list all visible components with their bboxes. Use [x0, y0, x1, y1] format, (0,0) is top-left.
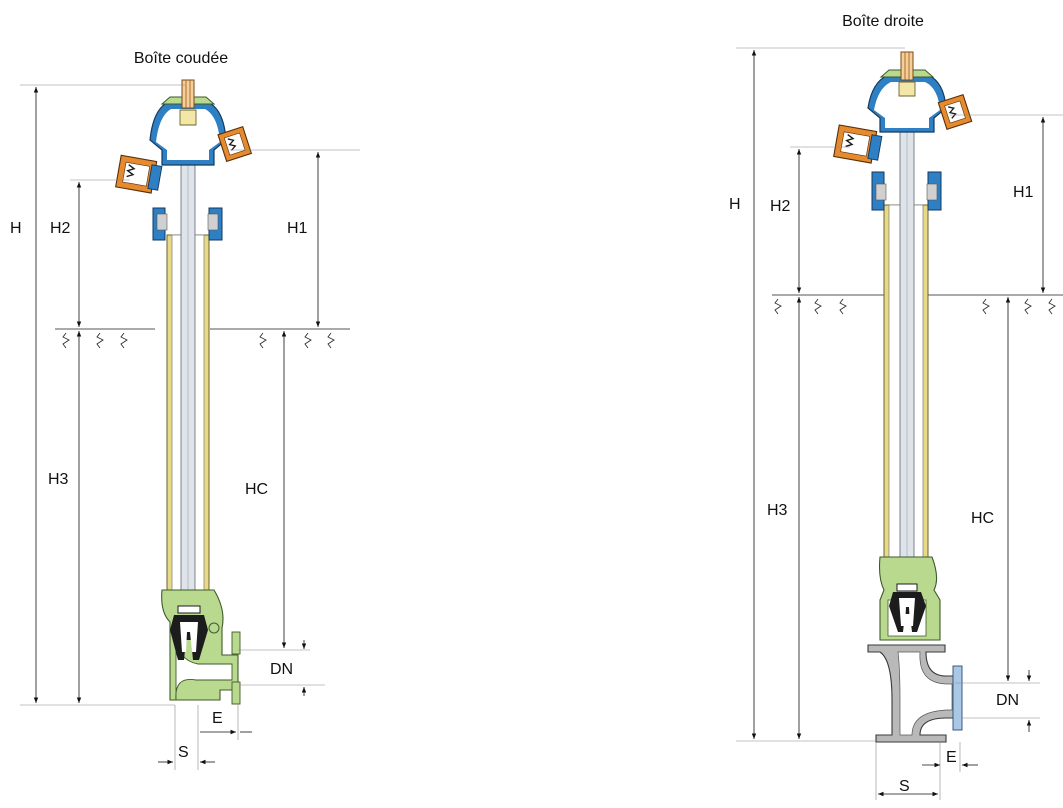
right-label-h: H: [729, 196, 741, 213]
right-cap: [867, 51, 947, 133]
right-hydrant: Boîte droite: [729, 13, 1063, 800]
right-label-hc: HC: [971, 510, 994, 527]
left-outlet-right: [217, 126, 253, 163]
right-outlet-left: [833, 124, 883, 164]
right-soil-symbols: [774, 298, 1056, 315]
right-dimensions: [736, 47, 1063, 800]
right-outlet-right: [937, 93, 973, 131]
left-label-e: E: [212, 710, 223, 727]
left-label-dn: DN: [270, 661, 293, 678]
right-label-e: E: [946, 749, 957, 766]
right-label-dn: DN: [996, 692, 1019, 709]
right-head-flanges: [871, 171, 942, 211]
left-label-h1: H1: [287, 220, 308, 237]
right-label-h2: H2: [770, 198, 791, 215]
left-outlet-left: [115, 154, 163, 194]
left-cap: [149, 79, 227, 166]
left-title: Boîte coudée: [134, 50, 228, 67]
left-soil-symbols: [62, 332, 335, 349]
left-label-s: S: [178, 744, 189, 761]
left-dimensions: [20, 84, 360, 770]
right-elbow: [867, 644, 963, 743]
right-valve-housing: [878, 556, 941, 641]
left-valve-body: [161, 589, 241, 705]
left-label-h: H: [10, 220, 22, 237]
left-barrel: [166, 139, 210, 616]
right-label-h3: H3: [767, 502, 788, 519]
left-label-h3: H3: [48, 471, 69, 488]
left-hydrant: Boîte coudée: [10, 50, 360, 770]
left-label-hc: HC: [245, 481, 268, 498]
left-label-h2: H2: [50, 220, 71, 237]
left-head-flanges: [152, 207, 223, 241]
right-title: Boîte droite: [842, 13, 924, 30]
right-label-s: S: [899, 778, 910, 795]
right-label-h1: H1: [1013, 184, 1034, 201]
right-barrel: [883, 109, 929, 591]
